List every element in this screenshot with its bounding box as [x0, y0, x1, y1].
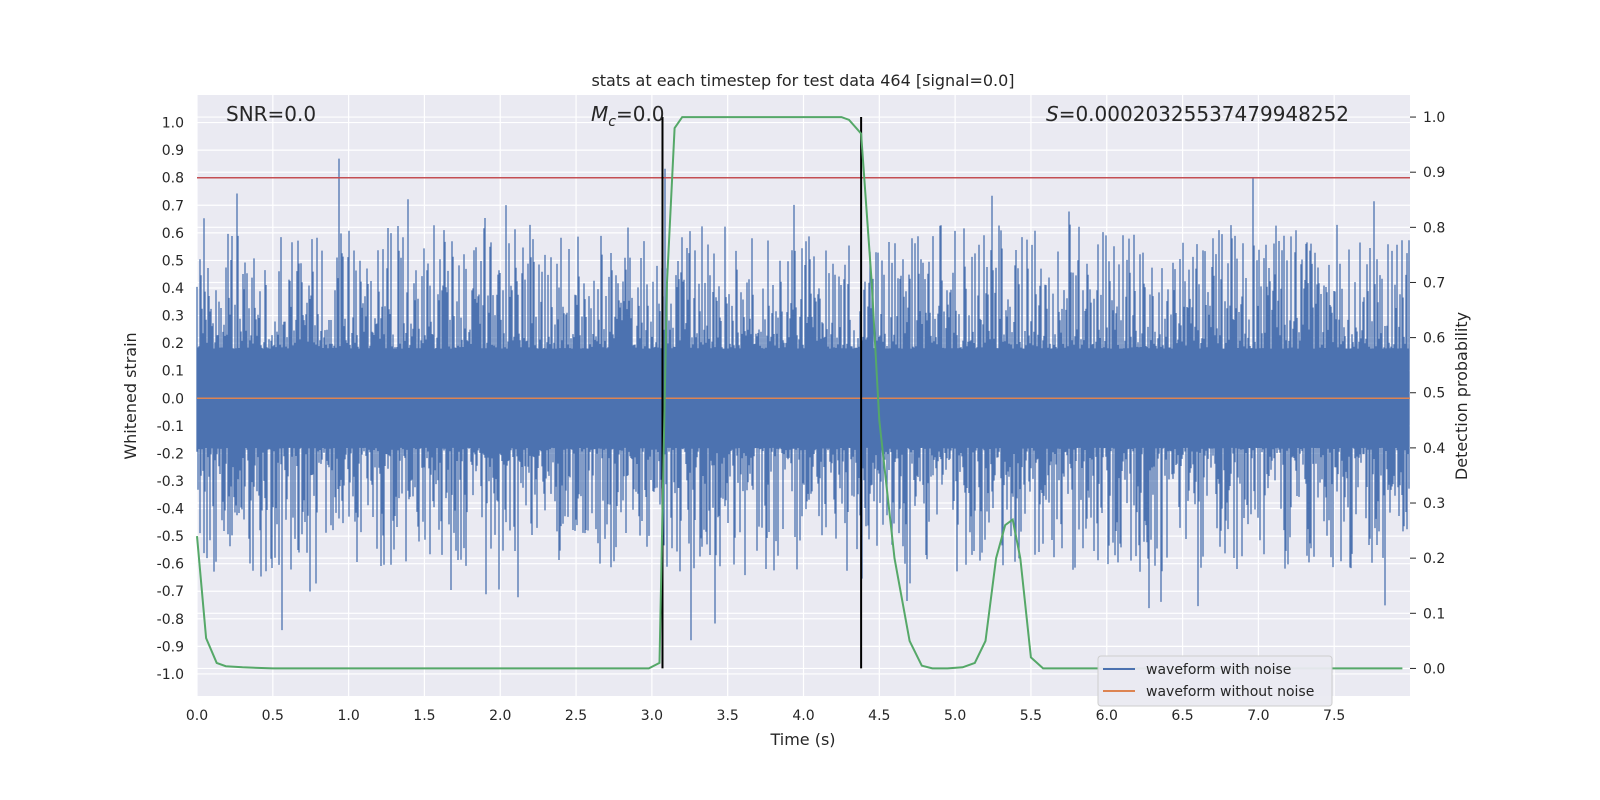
y-tick-label: 0.2 [162, 336, 184, 352]
y2-tick-label: 0.9 [1423, 165, 1445, 181]
y-tick-label: 0.0 [162, 391, 184, 407]
y-axis-label: Whitened strain [121, 332, 140, 459]
x-tick-label: 7.5 [1323, 708, 1345, 724]
y-ticks: 1.0 0.9 0.8 0.7 0.6 0.5 0.4 0.3 0.2 0.1 0.0 -0.1 -0.… [157, 116, 184, 683]
x-tick-label: 0.0 [186, 708, 208, 724]
detection-probability-line [196, 116, 1403, 670]
annotation-mc-value: =0.0 [616, 102, 665, 126]
annotation-snr: SNR=0.0 [226, 102, 316, 126]
y2-tick-label: 0.6 [1423, 331, 1445, 347]
x-tick-label: 0.5 [262, 708, 284, 724]
y2-tick-label: 1.0 [1423, 110, 1445, 126]
annotation-mc-symbol: M [591, 102, 608, 126]
y2-tick-label: 0.8 [1423, 220, 1445, 236]
noise-waveform-path [196, 158, 1410, 641]
annotation-mc-sub: c [608, 114, 616, 130]
y2-tick-label: 0.0 [1423, 661, 1445, 677]
x-tick-label: 5.0 [944, 708, 966, 724]
x-axis-label: Time (s) [769, 730, 835, 749]
y2-ticks: 1.0 0.9 0.8 0.7 0.6 0.5 0.4 0.3 0.2 0.1 0.0 [1410, 110, 1445, 677]
annotation-mc: Mc=0.0 [591, 102, 665, 130]
annotation-s-value: =0.00020325537479948252 [1059, 102, 1349, 126]
y-tick-label: 0.7 [162, 198, 184, 214]
x-tick-label: 2.5 [565, 708, 587, 724]
x-tick-label: 3.0 [641, 708, 663, 724]
annotation-s-symbol: S [1046, 102, 1059, 126]
y-tick-label: -0.8 [157, 612, 184, 628]
y2-tick-label: 0.3 [1423, 496, 1445, 512]
y2-tick-label: 0.5 [1423, 386, 1445, 402]
x-ticks: 0.0 0.5 1.0 1.5 2.0 2.5 3.0 3.5 4.0 4.5 5.0 5.5 6.0 6… [186, 708, 1345, 724]
annotation-s: S=0.00020325537479948252 [1046, 102, 1349, 126]
x-tick-label: 3.5 [717, 708, 739, 724]
y-tick-label: 1.0 [162, 116, 184, 132]
y2-tick-label: 0.2 [1423, 551, 1445, 567]
x-tick-label: 6.0 [1096, 708, 1118, 724]
y-tick-label: -0.1 [157, 419, 184, 435]
x-tick-label: 1.5 [413, 708, 435, 724]
x-tick-label: 4.5 [868, 708, 890, 724]
y-tick-label: -1.0 [157, 667, 184, 683]
legend: waveform with noise waveform without noi… [1097, 655, 1333, 707]
y-tick-label: 0.6 [162, 226, 184, 242]
chart-title: stats at each timestep for test data 464… [591, 71, 1014, 90]
y-tick-label: 0.8 [162, 171, 184, 187]
y-tick-label: 0.5 [162, 253, 184, 269]
x-tick-label: 5.5 [1020, 708, 1042, 724]
overlay [196, 116, 1410, 670]
y2-tick-label: 0.4 [1423, 441, 1445, 457]
y2-tick-label: 0.7 [1423, 275, 1445, 291]
x-tick-label: 6.5 [1171, 708, 1193, 724]
y-tick-label: 0.3 [162, 309, 184, 325]
y-tick-label: -0.7 [157, 584, 184, 600]
y-tick-label: -0.6 [157, 557, 184, 573]
x-tick-label: 4.0 [792, 708, 814, 724]
y-tick-label: -0.2 [157, 446, 184, 462]
y-tick-label: -0.9 [157, 639, 184, 655]
legend-label-noise: waveform with noise [1146, 662, 1291, 678]
y-tick-label: 0.4 [162, 281, 184, 297]
x-tick-label: 1.0 [337, 708, 359, 724]
y-tick-label: -0.5 [157, 529, 184, 545]
x-tick-label: 2.0 [489, 708, 511, 724]
legend-box [1097, 655, 1333, 707]
x-tick-label: 7.0 [1247, 708, 1269, 724]
y-tick-label: -0.4 [157, 502, 184, 518]
y-tick-label: -0.3 [157, 474, 184, 490]
y2-tick-label: 0.1 [1423, 606, 1445, 622]
y2-axis-label: Detection probability [1452, 312, 1471, 480]
series-waveform-with-noise [196, 158, 1410, 641]
y-tick-label: 0.9 [162, 143, 184, 159]
legend-label-clean: waveform without noise [1146, 684, 1314, 700]
y-tick-label: 0.1 [162, 364, 184, 380]
